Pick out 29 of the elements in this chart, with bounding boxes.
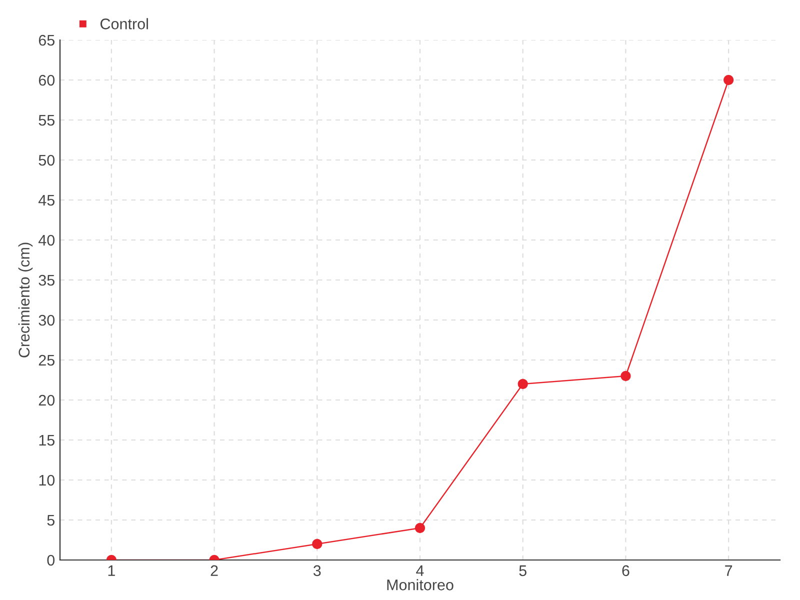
- y-tick-label: 10: [39, 474, 55, 486]
- x-tick-label: 2: [210, 565, 218, 576]
- x-tick-label: 6: [622, 565, 630, 576]
- y-tick-label: 15: [39, 435, 54, 446]
- legend-label: Control: [100, 18, 148, 30]
- x-tick-label: 1: [108, 565, 115, 576]
- point: [620, 370, 631, 382]
- point: [723, 74, 734, 86]
- y-tick-label: 35: [38, 274, 54, 286]
- point: [518, 378, 528, 390]
- y-tick-label: 60: [38, 74, 55, 86]
- x-tick-label: 3: [313, 565, 321, 576]
- y-tick-label: 20: [38, 394, 55, 406]
- y-axis-title: Crecimiento (cm): [18, 242, 33, 358]
- x-axis-title: Monitoreo: [387, 579, 454, 590]
- y-tick-label: 65: [38, 34, 54, 46]
- y-tick-label: 50: [38, 154, 55, 166]
- y-tick-label: 40: [38, 234, 55, 246]
- point: [414, 522, 426, 534]
- y-tick-label: 45: [38, 195, 54, 206]
- y-tick-label: 5: [47, 515, 54, 526]
- x-tick-label: 7: [725, 565, 732, 576]
- y-tick-label: 55: [38, 115, 54, 126]
- x-tick-label: 4: [416, 565, 424, 576]
- y-tick-label: 0: [47, 554, 55, 566]
- x-tick-label: 5: [519, 565, 526, 576]
- y-tick-label: 25: [38, 354, 54, 366]
- point: [312, 538, 322, 550]
- y-tick-label: 30: [38, 314, 55, 326]
